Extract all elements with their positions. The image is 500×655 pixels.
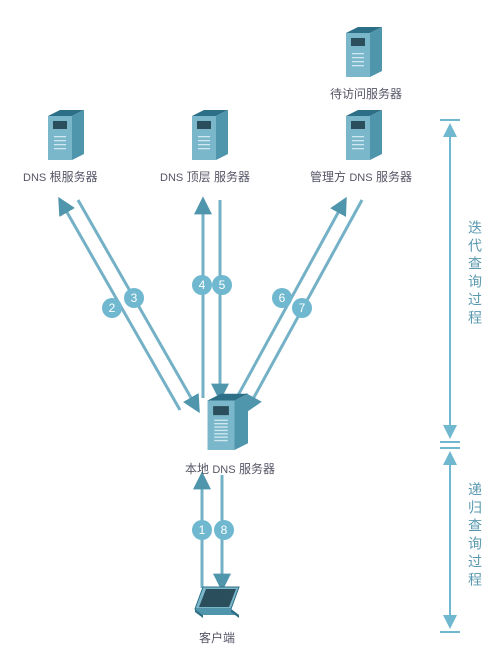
range-label-iterative: 迭代查询过程 xyxy=(465,220,485,328)
label-auth: 管理方 DNS 服务器 xyxy=(310,168,412,185)
dns-resolution-diagram: 1 8 2 3 4 5 6 7 待访问服务器 xyxy=(0,0,500,655)
step-1: 1 xyxy=(192,520,212,540)
range-brackets xyxy=(0,0,500,655)
range-label-recursive: 递归查询过程 xyxy=(465,482,485,590)
node-root-server: DNS 根服务器 xyxy=(38,108,98,185)
label-client: 客户端 xyxy=(199,629,235,646)
server-icon xyxy=(342,25,390,81)
step-6: 6 xyxy=(272,288,292,308)
step-8: 8 xyxy=(214,520,234,540)
server-icon xyxy=(342,108,390,164)
node-client: 客户端 xyxy=(189,585,245,646)
laptop-icon xyxy=(189,585,245,625)
node-target-server: 待访问服务器 xyxy=(330,25,402,102)
step-4: 4 xyxy=(192,275,212,295)
server-icon xyxy=(203,390,257,456)
server-icon xyxy=(188,108,236,164)
arrows-layer xyxy=(0,0,500,655)
label-tld: DNS 顶层 服务器 xyxy=(160,168,250,185)
step-2: 2 xyxy=(102,298,122,318)
node-auth-server: 管理方 DNS 服务器 xyxy=(320,108,412,185)
step-3: 3 xyxy=(124,288,144,308)
server-icon xyxy=(44,108,92,164)
node-local-server: 本地 DNS 服务器 xyxy=(185,390,275,477)
node-tld-server: DNS 顶层 服务器 xyxy=(175,108,250,185)
label-target: 待访问服务器 xyxy=(330,85,402,102)
step-7: 7 xyxy=(292,298,312,318)
label-root: DNS 根服务器 xyxy=(23,168,98,185)
label-local: 本地 DNS 服务器 xyxy=(185,460,275,477)
step-5: 5 xyxy=(212,275,232,295)
